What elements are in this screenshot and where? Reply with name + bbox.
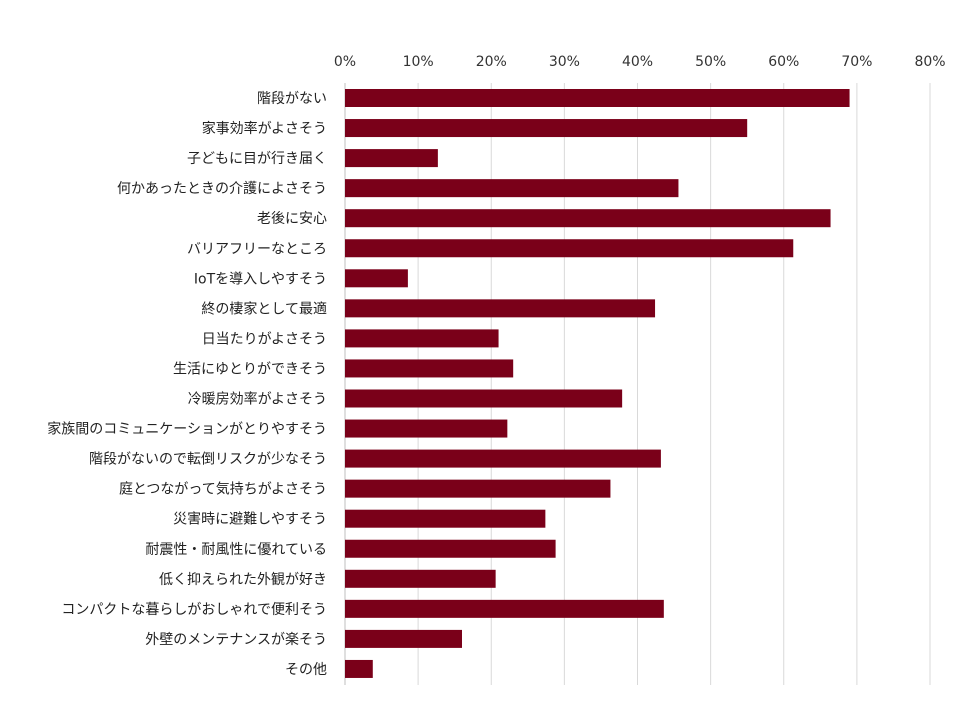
x-tick-label: 10%: [403, 54, 434, 70]
category-label: その他: [285, 662, 327, 678]
x-axis-ticks: 0% 10% 20% 30% 40% 50% 60% 70% 80%: [334, 54, 946, 70]
bar: [345, 659, 373, 678]
x-tick-label: 30%: [549, 54, 580, 70]
x-tick-label: 20%: [476, 54, 507, 70]
category-label: バリアフリーなところ: [187, 241, 327, 257]
x-tick-label: 50%: [695, 54, 726, 70]
bar: [345, 299, 656, 318]
category-labels: 階段がない家事効率がよさそう子どもに目が行き届く何かあったときの介護によさそう老…: [47, 91, 327, 678]
bar: [345, 389, 623, 408]
category-label: 庭とつながって気持ちがよさそう: [119, 481, 327, 498]
category-label: 災害時に避難しやすそう: [173, 512, 327, 528]
category-label: 何かあったときの介護によさそう: [117, 181, 327, 197]
category-label: 生活にゆとりができそう: [173, 361, 327, 377]
bar: [345, 89, 850, 107]
category-label: コンパクトな暮らしがおしゃれで便利そう: [61, 602, 327, 618]
bar: [345, 539, 556, 558]
category-label: 老後に安心: [257, 211, 327, 227]
bar: [345, 509, 546, 528]
category-label: IoTを導入しやすそう: [194, 271, 327, 287]
x-tick-label: 60%: [768, 54, 799, 70]
category-label: 耐震性・耐風性に優れている: [145, 542, 327, 558]
category-label: 子どもに目が行き届く: [187, 151, 327, 167]
category-label: 階段がない: [257, 91, 327, 107]
bar: [345, 359, 514, 378]
bar: [345, 209, 831, 228]
gridlines: [344, 83, 931, 685]
bars: [345, 89, 850, 678]
bar: [345, 449, 661, 468]
category-label: 低く抑えられた外観が好き: [159, 571, 327, 588]
category-label: 階段がないので転倒リスクが少なそう: [89, 452, 327, 468]
category-label: 終の棲家として最適: [201, 300, 327, 317]
bar: [345, 119, 748, 138]
bar: [345, 149, 438, 168]
bar: [345, 569, 496, 588]
category-label: 家族間のコミュニケーションがとりやすそう: [47, 421, 327, 438]
bar: [345, 179, 679, 198]
category-label: 家事効率がよさそう: [202, 120, 327, 137]
bar: [345, 269, 408, 288]
category-label: 外壁のメンテナンスが楽そう: [145, 632, 327, 648]
category-label: 冷暖房効率がよさそう: [188, 391, 327, 408]
bar: [345, 329, 499, 348]
category-label: 日当たりがよさそう: [202, 331, 327, 347]
x-tick-label: 0%: [334, 54, 356, 70]
bar: [345, 239, 794, 258]
bar: [345, 479, 611, 498]
bar: [345, 599, 664, 618]
x-tick-label: 80%: [914, 54, 945, 70]
bar: [345, 419, 508, 438]
x-tick-label: 70%: [841, 54, 872, 70]
x-tick-label: 40%: [622, 54, 653, 70]
bar: [345, 629, 462, 648]
